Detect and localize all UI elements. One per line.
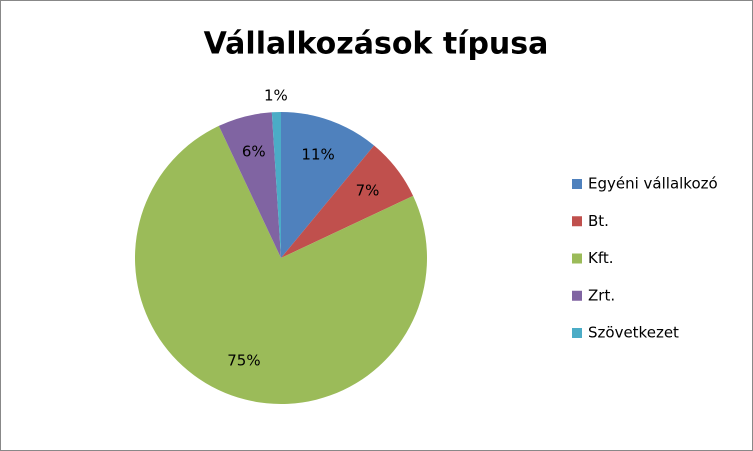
legend-label: Bt. bbox=[588, 212, 609, 230]
legend-swatch bbox=[572, 179, 582, 189]
data-label: 7% bbox=[356, 181, 380, 199]
pie-slice bbox=[218, 112, 281, 258]
pie-slice bbox=[281, 112, 375, 258]
legend-swatch bbox=[572, 328, 582, 338]
legend-label: Zrt. bbox=[588, 286, 615, 304]
pie-slice bbox=[281, 145, 414, 258]
legend-swatch bbox=[572, 216, 582, 227]
data-label: 1% bbox=[264, 87, 288, 105]
pie-slice bbox=[134, 125, 427, 404]
pie-slice bbox=[271, 112, 281, 258]
legend-label: Kft. bbox=[588, 249, 614, 267]
chart-title: Vállalkozások típusa bbox=[204, 27, 549, 62]
legend-swatch bbox=[572, 290, 582, 301]
legend-swatch bbox=[572, 253, 582, 264]
legend-label: Egyéni vállalkozó bbox=[588, 175, 718, 193]
data-label: 11% bbox=[301, 145, 334, 163]
data-label: 75% bbox=[227, 352, 260, 370]
legend-label: Szövetkezet bbox=[588, 324, 679, 342]
data-label: 6% bbox=[242, 142, 266, 160]
